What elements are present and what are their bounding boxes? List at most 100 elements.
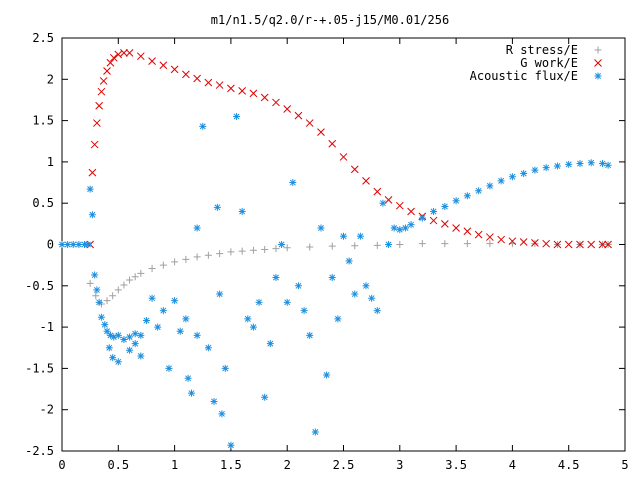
data-point bbox=[351, 242, 359, 250]
plot-frame bbox=[61, 37, 626, 452]
data-point bbox=[463, 227, 472, 236]
data-point bbox=[199, 122, 207, 130]
data-point bbox=[137, 269, 145, 277]
data-point bbox=[604, 161, 612, 169]
data-point bbox=[531, 238, 539, 247]
data-point bbox=[126, 276, 134, 284]
data-point bbox=[182, 315, 190, 323]
data-point bbox=[249, 323, 257, 331]
data-point bbox=[531, 166, 539, 174]
data-point bbox=[103, 67, 111, 75]
data-point bbox=[103, 327, 111, 335]
data-point bbox=[379, 199, 387, 207]
y-tick-label: -2.5 bbox=[25, 444, 54, 458]
data-point bbox=[88, 168, 97, 177]
y-tick-label: 0.5 bbox=[32, 196, 54, 210]
data-point bbox=[497, 235, 505, 244]
series-0 bbox=[86, 240, 612, 308]
data-point bbox=[441, 240, 449, 248]
data-point bbox=[323, 371, 331, 379]
data-point bbox=[542, 239, 551, 248]
data-point bbox=[210, 397, 218, 405]
data-point bbox=[184, 374, 192, 382]
data-point bbox=[97, 313, 105, 321]
data-point bbox=[576, 160, 584, 168]
data-point bbox=[300, 307, 308, 315]
x-tick-label: 0 bbox=[58, 458, 65, 472]
data-point bbox=[142, 316, 150, 324]
data-point bbox=[407, 207, 415, 216]
data-point bbox=[86, 185, 94, 193]
data-point bbox=[553, 162, 561, 170]
x-tick-label: 3.5 bbox=[445, 458, 467, 472]
data-point bbox=[497, 177, 505, 185]
data-point bbox=[531, 240, 539, 248]
y-tick-label: 0 bbox=[47, 238, 54, 252]
data-point bbox=[193, 74, 201, 83]
data-point bbox=[148, 57, 156, 65]
series-1 bbox=[86, 49, 612, 249]
y-tick-label: 1 bbox=[47, 155, 54, 169]
data-point bbox=[311, 428, 319, 436]
data-point bbox=[390, 224, 398, 232]
data-point bbox=[227, 248, 235, 256]
data-point bbox=[106, 331, 114, 339]
data-point bbox=[204, 78, 213, 87]
data-point bbox=[120, 49, 128, 57]
data-point bbox=[339, 153, 348, 161]
data-point bbox=[215, 81, 224, 89]
data-point bbox=[486, 182, 494, 190]
data-point bbox=[396, 226, 404, 234]
legend-marker bbox=[594, 72, 602, 80]
data-point bbox=[182, 255, 190, 263]
chart-title: m1/n1.5/q2.0/r-+.05-j15/M0.01/256 bbox=[211, 13, 449, 27]
data-point bbox=[114, 358, 122, 366]
data-point bbox=[429, 216, 438, 225]
data-point bbox=[105, 344, 113, 352]
data-point bbox=[278, 241, 286, 248]
data-point bbox=[204, 344, 212, 352]
data-point bbox=[218, 410, 226, 418]
x-tick-label: 2 bbox=[284, 458, 291, 472]
axis-ticks: 0 0.5 1 1.5 2 2.5 3 3.5 4 4.5 5 2.5 2 1.5 1 0.5 0 -0.5 -1 -… bbox=[25, 31, 629, 472]
data-point bbox=[384, 196, 393, 204]
data-point bbox=[350, 165, 359, 174]
data-point bbox=[249, 89, 258, 98]
data-point bbox=[187, 389, 195, 397]
data-point bbox=[565, 160, 573, 168]
data-point bbox=[328, 139, 337, 148]
data-point bbox=[396, 241, 404, 248]
data-point bbox=[440, 219, 449, 228]
data-point bbox=[159, 61, 168, 70]
data-point bbox=[103, 297, 111, 305]
legend-marker bbox=[594, 46, 602, 54]
legend-label: Acoustic flux/E bbox=[470, 69, 578, 83]
data-point bbox=[401, 224, 409, 232]
data-point bbox=[283, 244, 291, 252]
data-point bbox=[148, 264, 156, 272]
data-point bbox=[221, 364, 229, 372]
data-point bbox=[345, 257, 353, 265]
data-point bbox=[91, 271, 99, 279]
data-point bbox=[95, 298, 103, 306]
x-tick-label: 4.5 bbox=[558, 458, 580, 472]
data-point bbox=[84, 241, 92, 248]
data-point bbox=[171, 297, 179, 305]
data-point bbox=[213, 203, 221, 211]
legend-marker bbox=[594, 59, 602, 67]
data-point bbox=[126, 333, 134, 341]
data-point bbox=[126, 346, 134, 354]
data-point bbox=[328, 242, 336, 250]
data-point bbox=[109, 292, 117, 300]
data-point bbox=[452, 197, 460, 205]
data-point bbox=[306, 243, 314, 251]
data-point bbox=[176, 327, 184, 335]
y-tick-label: -1.5 bbox=[25, 361, 54, 375]
data-point bbox=[576, 240, 584, 249]
data-point bbox=[266, 340, 274, 348]
x-tick-label: 2.5 bbox=[333, 458, 355, 472]
data-point bbox=[418, 240, 426, 248]
data-point bbox=[306, 331, 314, 339]
data-point bbox=[272, 245, 280, 253]
